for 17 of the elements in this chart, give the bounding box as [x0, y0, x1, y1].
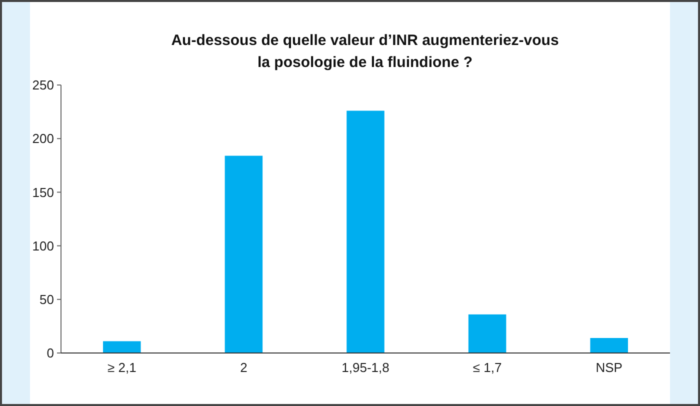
x-tick-label: ≥ 2,1 [107, 360, 136, 375]
chart-title: Au-dessous de quelle valeur d’INR augmenteriez-vous la posologie de la fluindione ? [171, 32, 559, 71]
x-tick-label: 2 [240, 360, 248, 375]
y-tick-label: 0 [46, 346, 54, 361]
y-tick-label: 200 [32, 131, 54, 146]
bar [103, 341, 141, 353]
y-tick-label: 100 [32, 238, 54, 254]
x-tick-label: 1,95-1,8 [342, 360, 390, 375]
x-tick-label: ≤ 1,7 [472, 360, 502, 375]
y-tick-label: 250 [32, 78, 54, 93]
y-tick-label: 150 [32, 184, 54, 200]
bar [468, 314, 506, 353]
y-tick-label: 50 [40, 292, 54, 307]
bar [346, 110, 384, 353]
bar [224, 156, 263, 353]
bar [590, 338, 628, 353]
x-tick-label: NSP [596, 360, 622, 375]
